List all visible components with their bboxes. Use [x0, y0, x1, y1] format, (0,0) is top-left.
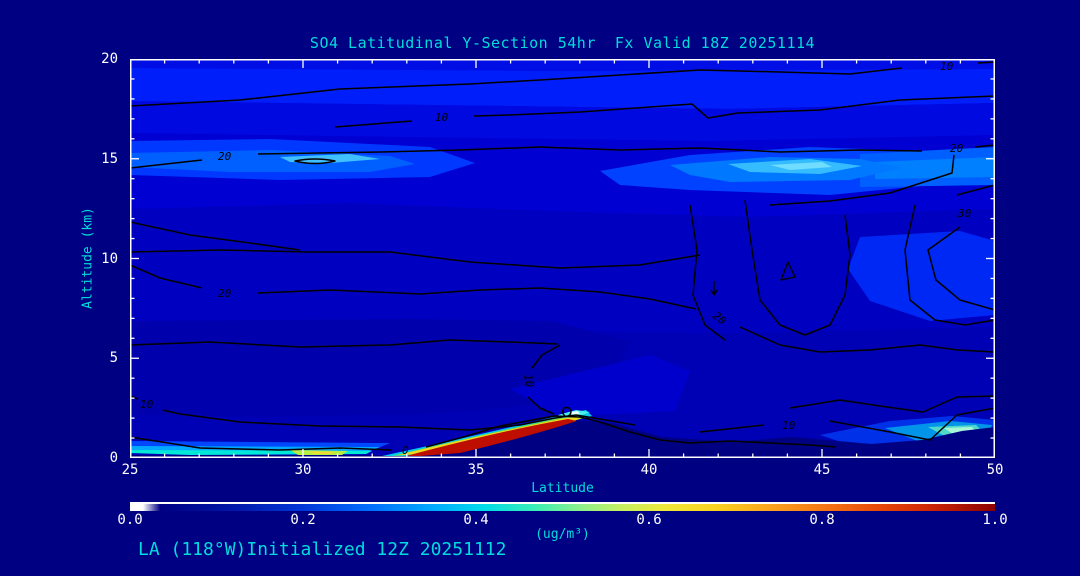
chart-title: SO4 Latitudinal Y-Section 54hr Fx Valid … — [309, 34, 816, 52]
colorbar — [130, 502, 995, 511]
colorbar-tick-label: 0.4 — [463, 512, 489, 528]
y-tick-label: 20 — [101, 51, 118, 67]
y-tick-label: 5 — [109, 350, 118, 367]
svg-text:10: 10 — [435, 111, 449, 124]
svg-text:20: 20 — [218, 150, 232, 163]
svg-text:10: 10 — [940, 60, 954, 73]
svg-text:0: 0 — [402, 444, 409, 457]
y-tick-label: 15 — [101, 150, 118, 167]
x-axis-label: Latitude — [531, 481, 594, 496]
x-tick-label: 35 — [467, 462, 485, 478]
y-tick-label: 10 — [101, 250, 118, 267]
y-tick-label: 0 — [109, 450, 118, 466]
svg-text:10: 10 — [140, 398, 154, 411]
colorbar-gradient — [130, 504, 995, 511]
colorbar-tick-label: 0.2 — [290, 512, 316, 528]
svg-text:20: 20 — [218, 287, 232, 300]
y-axis-label: Altitude (km) — [80, 207, 96, 309]
x-axis-tick-labels: 25 30 35 40 45 50 — [122, 462, 1004, 480]
svg-text:20: 20 — [950, 142, 964, 155]
footer-annotation: LA (118°W)Initialized 12Z 20251112 — [138, 539, 507, 560]
x-tick-label: 30 — [294, 462, 312, 478]
colorbar-tick-label: 0.8 — [809, 512, 835, 528]
x-tick-label: 40 — [640, 462, 658, 478]
y-axis-tick-labels: 0 5 10 15 20 — [88, 51, 118, 466]
colorbar-tick-label: 0.0 — [117, 512, 143, 528]
x-tick-label: 45 — [813, 462, 831, 478]
svg-text:30: 30 — [957, 207, 972, 220]
svg-text:10: 10 — [521, 373, 537, 389]
colorbar-unit-label: (ug/m³) — [535, 527, 590, 542]
svg-text:10: 10 — [782, 419, 796, 432]
x-tick-label: 50 — [986, 462, 1004, 478]
colorbar-tick-labels: 0.0 0.2 0.4 0.6 0.8 1.0 — [117, 512, 1007, 528]
colorbar-tick-label: 0.6 — [636, 512, 662, 528]
x-tick-label: 25 — [121, 462, 139, 478]
plot-area: 10 10 20 20 30 20 20 10 10 10 0 — [130, 59, 995, 458]
colorbar-tick-label: 1.0 — [982, 512, 1008, 528]
